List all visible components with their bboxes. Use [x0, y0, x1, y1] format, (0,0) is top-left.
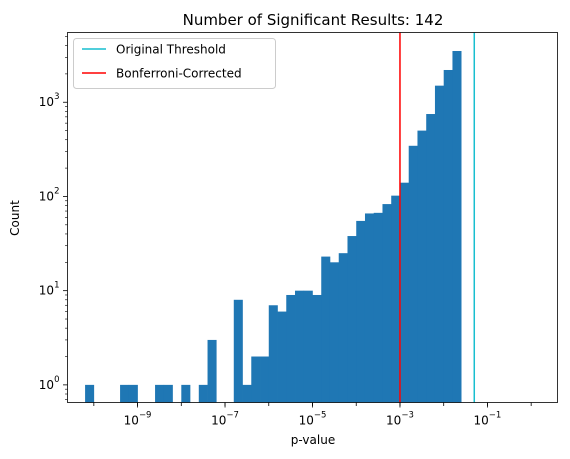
y-tick-label: 101: [39, 281, 60, 298]
histogram-bar: [321, 256, 331, 403]
histogram-bar: [181, 384, 191, 403]
histogram-bar: [391, 195, 401, 403]
histogram-bar: [286, 294, 296, 403]
histogram-bar: [347, 236, 357, 403]
y-tick-label: 102: [39, 186, 60, 203]
histogram-bar: [128, 384, 138, 403]
x-tick-label: 10−1: [474, 411, 502, 428]
x-axis-ticks: 10−9 10−7 10−5 10−3 10−1: [93, 402, 532, 428]
histogram-bar: [382, 204, 392, 403]
y-tick-label: 100: [39, 375, 60, 392]
histogram-bar: [338, 253, 348, 403]
histogram-bar: [198, 384, 208, 403]
legend-box: [73, 38, 276, 89]
histogram-bar: [329, 262, 340, 403]
legend-label-bonferroni-corrected: Bonferroni-Corrected: [116, 67, 242, 81]
legend-label-original-threshold: Original Threshold: [116, 43, 226, 57]
histogram-bar: [268, 305, 278, 403]
histogram-bars: [85, 50, 462, 403]
histogram-bar: [417, 130, 427, 403]
histogram-bar: [242, 384, 252, 403]
histogram-bar: [260, 356, 270, 403]
histogram-bar: [399, 182, 410, 403]
histogram-bar: [373, 212, 383, 403]
x-axis-label: p-value: [291, 433, 335, 447]
histogram-bar: [452, 50, 462, 403]
histogram-bar: [356, 220, 366, 403]
histogram-bar: [364, 213, 375, 403]
histogram-bar: [277, 311, 287, 403]
histogram-bar: [426, 114, 436, 403]
histogram-bar: [155, 384, 165, 403]
histogram-bar: [163, 384, 173, 403]
histogram-bar: [443, 69, 453, 403]
x-tick-label: 10−5: [299, 411, 327, 428]
histogram-bar: [312, 294, 322, 403]
y-tick-label: 103: [39, 92, 60, 109]
legend: Original Threshold Bonferroni-Corrected: [73, 38, 276, 89]
x-tick-label: 10−7: [211, 411, 239, 428]
x-tick-label: 10−3: [386, 411, 414, 428]
histogram-bar: [295, 290, 305, 403]
histogram-bar: [434, 85, 445, 403]
histogram-bar: [85, 384, 95, 403]
histogram-bar: [207, 339, 217, 403]
histogram-bar: [408, 145, 418, 403]
y-axis-label: Count: [8, 200, 22, 236]
threshold-lines: [399, 32, 476, 403]
x-tick-label: 10−9: [124, 411, 152, 428]
histogram-bar: [251, 356, 261, 403]
histogram-bar: [303, 290, 313, 403]
histogram-bar: [120, 384, 130, 403]
y-axis-ticks: 100 101 102 103: [39, 36, 68, 400]
histogram-bar: [233, 299, 243, 403]
chart-title: Number of Significant Results: 142: [183, 11, 444, 29]
